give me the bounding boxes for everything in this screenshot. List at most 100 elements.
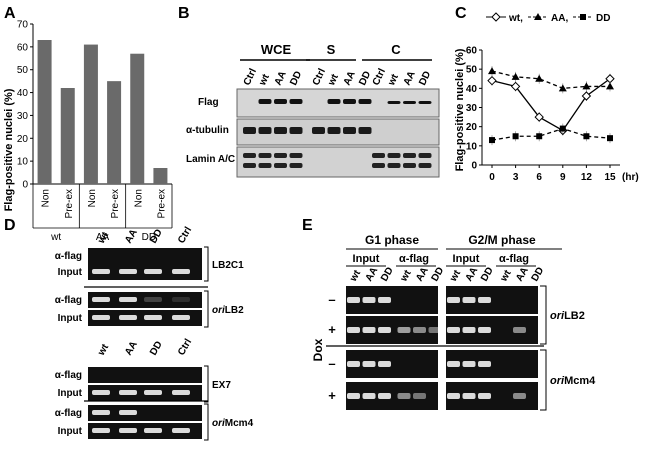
chart-c-ytick-label: 50 [466, 65, 478, 76]
blot-b-band-lamin-c [418, 163, 432, 168]
chart-a-bar [130, 53, 145, 184]
gel-d-row-label: Input [58, 267, 83, 278]
gel-d-band [144, 269, 162, 274]
gel-d-band [92, 297, 110, 302]
chart-c-point [510, 81, 521, 92]
chart-c-legend-marker [491, 12, 501, 22]
blot-b-band-tubulin [327, 127, 341, 134]
gel-e-lane-label: AA [464, 265, 481, 283]
gel-e-dox-sign: – [328, 292, 335, 307]
chart-a-category-label: Non [133, 189, 144, 207]
gel-e-band [513, 327, 526, 333]
blot-b-lane-label: wt [386, 72, 401, 88]
gel-e-bracket [540, 349, 547, 411]
chart-a-ytick-label: 30 [17, 111, 29, 122]
gel-e-band [428, 327, 442, 333]
gel-d-band [172, 269, 190, 274]
chart-c-point [512, 133, 519, 140]
gel-d-row-label: Input [58, 426, 83, 437]
chart-c-ytick-label: 0 [471, 161, 477, 172]
blot-b-lane-label: AA [273, 70, 289, 88]
chart-c: 0 10 20 30 40 50 60 0 3 6 9 12 15 (hr) wt, AA, DD [466, 12, 639, 183]
gel-d-bracket [204, 403, 209, 441]
blot-b-lane-label: DD [417, 70, 433, 88]
gel-e-strip [346, 286, 438, 314]
gel-d-bracket [204, 365, 209, 403]
blot-b-band-tubulin [343, 127, 356, 134]
blot-b-row-flag: Flag [198, 97, 219, 108]
gel-e-sub-label: Input [453, 253, 480, 265]
chart-a-ytick-label: 40 [17, 88, 29, 99]
blot-b-band-flag [327, 99, 341, 104]
blot-b-row-tubulin: α-tubulin [186, 125, 229, 136]
chart-a-category-label: Pre-ex [110, 189, 121, 218]
blot-b-lamin-strip [236, 146, 440, 178]
blot-b-band-flag [343, 99, 356, 104]
gel-e-band [478, 361, 491, 367]
blot-b-band-lamin-c [387, 163, 401, 168]
gel-e-strip [446, 286, 538, 314]
gel-d-strip [88, 292, 202, 308]
chart-c-legend-aa: AA, [551, 13, 568, 24]
chart-c-point [582, 82, 591, 90]
blot-b-band-flag [387, 101, 401, 104]
blot-b-group-c: C [391, 42, 401, 57]
gel-d-strip [88, 248, 202, 264]
gel-e-strip [446, 350, 538, 378]
gel-e-band [462, 297, 476, 303]
gel-d-row-label: α-flag [55, 295, 82, 306]
gel-d-row-label: Input [58, 388, 83, 399]
gel-d-band [119, 315, 137, 320]
chart-c-legend-marker [534, 13, 542, 20]
gel-e-band [447, 393, 460, 399]
gel-e-lane-label: AA [414, 265, 431, 283]
gel-d-band [119, 428, 137, 433]
gel-e-strip [346, 350, 438, 378]
gel-d-band [92, 390, 110, 395]
chart-a-category-label: Non [41, 189, 52, 207]
gel-d-strip [88, 405, 202, 421]
gel-e-band [462, 393, 476, 399]
gel-d-strip [88, 367, 202, 383]
gel-d-lane-label: AA [123, 227, 140, 245]
blot-b-band-tubulin [274, 127, 287, 134]
chart-c-point [488, 67, 496, 75]
chart-a-group-label: DD [142, 232, 156, 243]
chart-c-point [535, 74, 544, 82]
panel-c-label: C [455, 5, 467, 22]
chart-c-xtick-label: 6 [536, 172, 542, 183]
chart-a-bar [37, 40, 52, 184]
gel-e-band [347, 361, 360, 367]
gel-d-lane-label: AA [123, 339, 140, 357]
blot-b-band-tubulin [289, 127, 303, 134]
gel-e-locus-label: oriMcm4 [550, 375, 596, 387]
gel-e-locus-label: oriLB2 [550, 310, 585, 322]
chart-a-bar [153, 168, 168, 184]
gel-d-band [144, 315, 162, 320]
gel-e-dox-sign: + [328, 388, 336, 403]
chart-c-point [581, 91, 592, 101]
blot-b-band-flag [358, 99, 372, 104]
gel-d-lane-label: Ctrl [176, 337, 194, 358]
blot-b-band-tubulin [258, 127, 272, 134]
chart-c-ytick-label: 30 [466, 103, 478, 114]
blot-b-band-lamin-a [243, 153, 256, 158]
gel-e-dox-sign: + [328, 322, 336, 337]
chart-c-xtick-label: 3 [513, 172, 519, 183]
gel-d-band [144, 297, 162, 302]
chart-c-point [559, 125, 566, 132]
gel-e-phase-label: G1 phase [365, 233, 419, 247]
gel-d-band [92, 410, 110, 415]
gel-d-bracket [204, 290, 209, 328]
chart-c-xunit: (hr) [622, 172, 639, 183]
gel-d-locus-label: oriLB2 [212, 305, 244, 316]
chart-a-ytick-label: 0 [22, 180, 28, 191]
chart-a-bar [60, 88, 75, 184]
gel-d-band [119, 410, 137, 415]
gel-d-bracket [204, 246, 209, 282]
gel-d-band [92, 269, 110, 274]
gel-d-band [172, 315, 190, 320]
chart-a-ytick-label: 20 [17, 134, 29, 145]
